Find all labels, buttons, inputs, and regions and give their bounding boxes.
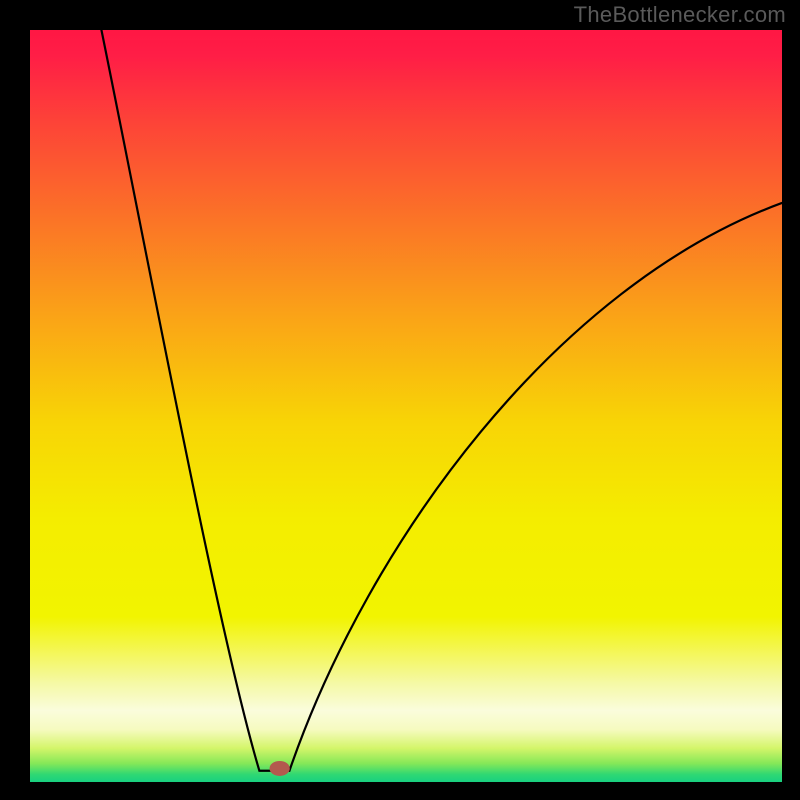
frame-right [782,0,800,800]
optimal-point-marker [270,761,290,776]
frame-bottom [0,782,800,800]
bottleneck-chart [30,30,782,782]
frame-left [0,0,30,800]
gradient-background [30,30,782,782]
watermark-text: TheBottlenecker.com [574,2,786,28]
